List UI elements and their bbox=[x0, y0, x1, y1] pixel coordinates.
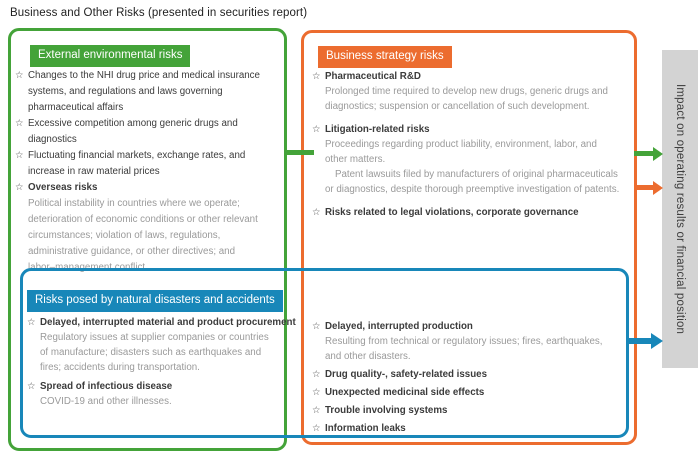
list-item: ☆ Pharmaceutical R&D Prolonged time requ… bbox=[312, 69, 634, 114]
strategy-risks-header: Business strategy risks bbox=[318, 46, 452, 68]
star-icon: ☆ bbox=[312, 423, 321, 434]
risk-item-description: Political instability in countries where… bbox=[28, 198, 258, 273]
star-icon: ☆ bbox=[312, 387, 321, 398]
green-arrow bbox=[634, 151, 654, 156]
list-item: ☆ Information leaks bbox=[312, 421, 634, 436]
star-icon: ☆ bbox=[15, 182, 24, 193]
star-icon: ☆ bbox=[312, 207, 321, 218]
strategy-risks-list: ☆ Pharmaceutical R&D Prolonged time requ… bbox=[312, 69, 634, 228]
star-icon: ☆ bbox=[312, 405, 321, 416]
list-item: ☆ Overseas risks Political instability i… bbox=[15, 180, 281, 276]
risk-item-description: Resulting from technical or regulatory i… bbox=[325, 336, 603, 362]
star-icon: ☆ bbox=[312, 369, 321, 380]
risk-item-title: Changes to the NHI drug price and medica… bbox=[28, 70, 260, 113]
star-icon: ☆ bbox=[27, 381, 36, 392]
disaster-risks-header: Risks posed by natural disasters and acc… bbox=[27, 290, 283, 312]
list-item: ☆ Delayed, interrupted material and prod… bbox=[27, 315, 317, 375]
page-title: Business and Other Risks (presented in s… bbox=[10, 7, 308, 19]
list-item: ☆ Fluctuating financial markets, exchang… bbox=[15, 148, 281, 180]
list-item: ☆ Trouble involving systems bbox=[312, 403, 634, 418]
risk-item-title: Information leaks bbox=[325, 423, 406, 434]
disaster-risks-list: ☆ Delayed, interrupted material and prod… bbox=[27, 315, 317, 413]
risk-item-title: Overseas risks bbox=[28, 182, 98, 193]
risk-item-title: Delayed, interrupted production bbox=[325, 321, 473, 332]
star-icon: ☆ bbox=[15, 150, 24, 161]
star-icon: ☆ bbox=[27, 317, 36, 328]
risk-item-description: Regulatory issues at supplier companies … bbox=[40, 332, 269, 373]
star-icon: ☆ bbox=[15, 70, 24, 81]
list-item: ☆ Litigation-related risks Proceedings r… bbox=[312, 122, 634, 197]
list-item: ☆ Delayed, interrupted production Result… bbox=[312, 319, 634, 364]
star-icon: ☆ bbox=[312, 124, 321, 135]
list-item: ☆ Drug quality-, safety-related issues bbox=[312, 367, 634, 382]
risk-item-description: Prolonged time required to develop new d… bbox=[325, 86, 608, 112]
risk-item-description: COVID-19 and other illnesses. bbox=[40, 396, 172, 407]
risk-item-title: Drug quality-, safety-related issues bbox=[325, 369, 488, 380]
risk-item-title: Trouble involving systems bbox=[325, 405, 448, 416]
risk-item-title: Pharmaceutical R&D bbox=[325, 71, 421, 82]
external-risks-header: External environmental risks bbox=[30, 45, 191, 67]
risk-item-title: Fluctuating financial markets, exchange … bbox=[28, 150, 246, 177]
star-icon: ☆ bbox=[312, 321, 321, 332]
list-item: ☆ Changes to the NHI drug price and medi… bbox=[15, 68, 281, 116]
list-item: ☆ Excessive competition among generic dr… bbox=[15, 116, 281, 148]
green-connector-line bbox=[284, 150, 314, 155]
list-item: ☆ Spread of infectious disease COVID-19 … bbox=[27, 379, 317, 409]
risk-item-title: Excessive competition among generic drug… bbox=[28, 118, 238, 145]
strategy-risks-box: Business strategy risks ☆ Pharmaceutical… bbox=[301, 30, 637, 445]
blue-arrow bbox=[627, 338, 653, 344]
risk-item-description: Patent lawsuits filed by manufacturers o… bbox=[325, 169, 620, 195]
impact-bar-label: Impact on operating results or financial… bbox=[674, 83, 686, 335]
orange-arrowhead-icon bbox=[653, 180, 663, 195]
green-arrowhead-icon bbox=[653, 146, 663, 161]
star-icon: ☆ bbox=[15, 118, 24, 129]
list-item: ☆ Risks related to legal violations, cor… bbox=[312, 205, 634, 220]
disaster-risks-box: Risks posed by natural disasters and acc… bbox=[20, 268, 629, 438]
impact-bar: Impact on operating results or financial… bbox=[662, 50, 698, 368]
risk-item-description: Proceedings regarding product liability,… bbox=[325, 139, 597, 165]
risk-item-title: Litigation-related risks bbox=[325, 124, 430, 135]
external-risks-box: External environmental risks ☆ Changes t… bbox=[8, 28, 287, 451]
star-icon: ☆ bbox=[312, 71, 321, 82]
orange-arrow bbox=[634, 185, 654, 190]
external-risks-list: ☆ Changes to the NHI drug price and medi… bbox=[15, 68, 281, 276]
risk-item-title: Spread of infectious disease bbox=[40, 381, 173, 392]
risk-item-title: Risks related to legal violations, corpo… bbox=[325, 207, 579, 218]
blue-arrowhead-icon bbox=[651, 333, 663, 349]
risk-item-title: Unexpected medicinal side effects bbox=[325, 387, 485, 398]
list-item: ☆ Unexpected medicinal side effects bbox=[312, 385, 634, 400]
strategy-risks-lower-list: ☆ Delayed, interrupted production Result… bbox=[312, 319, 634, 439]
risk-item-title: Delayed, interrupted material and produc… bbox=[40, 317, 296, 328]
